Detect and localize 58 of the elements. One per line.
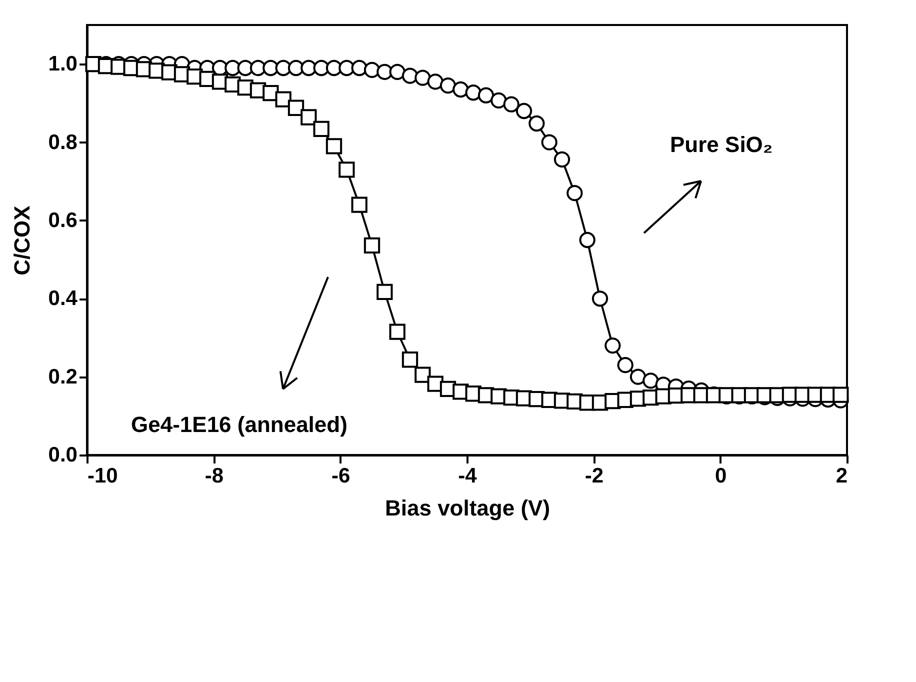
point [452, 81, 469, 98]
point [414, 366, 431, 383]
point [490, 92, 507, 109]
y-tick-label: 0.8 [48, 130, 78, 154]
x-tick-label: -4 [458, 464, 478, 488]
point [566, 185, 583, 202]
point [554, 151, 570, 168]
point [376, 64, 393, 80]
point [427, 74, 444, 90]
point [592, 290, 608, 307]
point [503, 96, 520, 112]
point [478, 87, 494, 104]
point [250, 60, 266, 76]
y-tick-label: 1.0 [48, 52, 78, 76]
point [642, 372, 659, 389]
x-tick-label: -6 [331, 464, 350, 488]
y-axis-title: C/COX [9, 205, 34, 276]
point [604, 337, 621, 354]
y-tick-label: 0.6 [48, 208, 78, 232]
point [516, 102, 532, 120]
point [832, 386, 849, 403]
point [389, 324, 406, 340]
point [351, 60, 368, 76]
point [440, 78, 456, 94]
point [300, 109, 317, 126]
y-tick-label: 0.0 [48, 444, 78, 466]
annotation: Pure SiO₂ [670, 132, 773, 157]
point [275, 91, 292, 108]
point [376, 284, 393, 300]
x-tick-label: -8 [204, 464, 224, 488]
point [313, 120, 330, 138]
point [351, 196, 368, 213]
point [414, 70, 431, 86]
point [402, 352, 418, 368]
point [364, 237, 380, 254]
point [579, 232, 596, 248]
x-tick-label: -2 [584, 464, 604, 488]
point [528, 115, 545, 132]
x-axis-title: Bias voltage (V) [384, 496, 550, 520]
point [630, 368, 646, 385]
point [326, 138, 342, 154]
point [364, 62, 380, 78]
y-tick-label: 0.4 [48, 287, 78, 310]
annotation: Ge4-1E16 (annealed) [131, 412, 348, 437]
point [288, 100, 304, 116]
x-tick-label: -10 [88, 464, 118, 488]
point [617, 357, 634, 374]
point [541, 134, 558, 150]
point [338, 162, 355, 178]
point [237, 60, 254, 76]
point [402, 68, 418, 84]
y-tick-label: 0.2 [48, 365, 78, 388]
point [465, 84, 482, 101]
x-tick-label: 0 [714, 464, 727, 488]
point [389, 64, 406, 80]
point [275, 60, 292, 76]
x-tick-label: 2 [836, 464, 848, 488]
point [313, 60, 330, 76]
